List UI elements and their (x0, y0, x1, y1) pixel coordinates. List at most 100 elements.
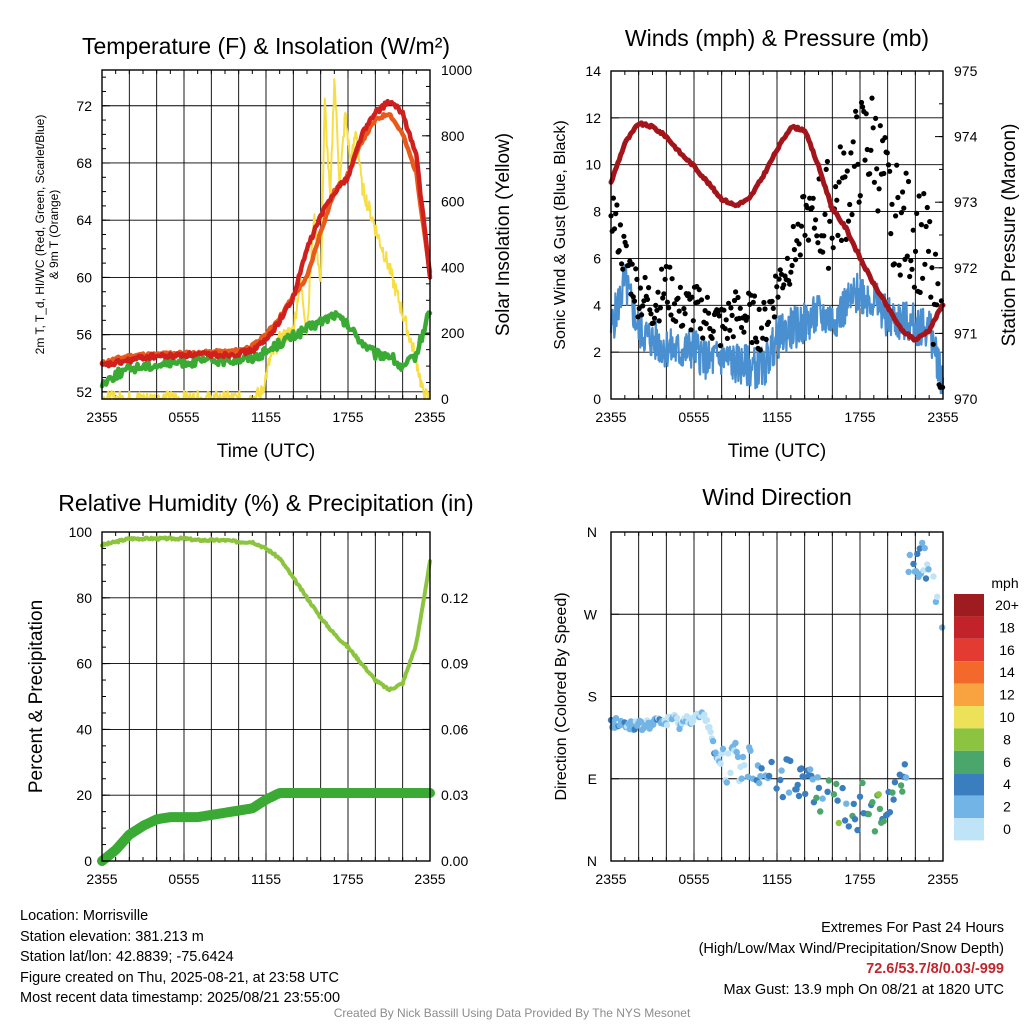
direction-dot (724, 750, 732, 757)
y2-axis-tick-label: 200 (441, 325, 465, 341)
y-axis-tick-label: 8 (593, 204, 601, 220)
y-axis-tick-label: 20 (76, 787, 92, 803)
y-axis-label-line1: 2m T, T_d, HI/WC (Red, Green, Scarlet/Bl… (33, 115, 47, 355)
y-axis-tick-label: 52 (76, 384, 92, 400)
direction-dot (916, 545, 923, 552)
gust-dot (917, 289, 923, 295)
direction-dot (834, 797, 841, 804)
gust-dot (727, 327, 733, 333)
gust-dot (677, 284, 684, 290)
direction-dot (717, 760, 724, 767)
gust-dot (894, 162, 900, 168)
y2-axis-tick-label: 600 (441, 194, 465, 210)
gust-dot (623, 243, 629, 249)
gust-dot (754, 339, 760, 345)
y2-axis-tick-label: 974 (954, 129, 978, 145)
direction-dot (758, 765, 765, 772)
gust-dot (644, 296, 651, 302)
y-axis-tick-label: W (584, 606, 598, 622)
speed-color-legend: mph 20+ 18 16 14 12 10 8 6 4 2 0 (954, 575, 1019, 841)
y2-axis-tick-label: 1000 (441, 62, 472, 78)
gust-dot (835, 232, 841, 238)
gust-dot (634, 276, 640, 282)
gust-dot (921, 191, 927, 197)
y-axis-label: Percent & Precipitation (26, 600, 47, 793)
gust-dot (676, 308, 682, 314)
x-tick-label: 1155 (762, 871, 792, 887)
station-info: Location: Morrisville Station elevation:… (20, 906, 340, 1009)
y2-axis-label: Station Pressure (Maroon) (999, 124, 1020, 347)
latlon-text: Station lat/lon: 42.8839; -75.6424 (20, 949, 234, 965)
x-tick-label: 2355 (86, 871, 117, 887)
temp-9m-line (99, 112, 433, 366)
gust-dot (888, 231, 894, 237)
gust-dot (640, 303, 646, 309)
direction-dot (719, 745, 727, 753)
gust-dot (935, 281, 941, 287)
gust-dot (619, 261, 625, 267)
y-axis-tick-label: 0 (84, 853, 92, 869)
gust-dot (688, 327, 694, 333)
chart-title: Relative Humidity (%) & Precipitation (i… (58, 490, 473, 516)
extremes-values: 72.6/53.7/8/0.03/-999 (866, 961, 1004, 977)
direction-dot (901, 761, 908, 768)
gust-dot (735, 294, 741, 301)
direction-dot (701, 711, 708, 718)
direction-dot (845, 823, 852, 830)
gust-dot (724, 335, 731, 341)
direction-dot (839, 784, 846, 792)
direction-dot (727, 769, 734, 776)
gust-dot (650, 320, 656, 326)
gust-dot (877, 123, 883, 129)
gust-dot (910, 227, 916, 233)
direction-dot (819, 795, 826, 802)
gust-dot (630, 294, 636, 300)
direction-dot (814, 774, 821, 781)
gust-dot (793, 257, 799, 263)
direction-dot (807, 766, 814, 773)
legend-label: 0 (1003, 821, 1011, 837)
extremes-subtitle: (High/Low/Max Wind/Precipitation/Snow De… (698, 940, 1004, 957)
direction-dot (841, 817, 849, 824)
y-axis-tick-label: S (588, 689, 597, 705)
y-axis-tick-label: 64 (76, 212, 92, 228)
gust-dot (646, 285, 652, 291)
gust-dot (898, 210, 905, 216)
gust-dot (680, 322, 686, 328)
gust-dot (637, 285, 644, 291)
gust-dot (928, 294, 934, 300)
plot-frame (610, 70, 944, 400)
y-axis-tick-label: 2 (593, 344, 601, 360)
y-axis-tick-label: 80 (76, 590, 92, 606)
gust-dot (771, 314, 778, 320)
dewpoint-line (99, 310, 433, 389)
direction-dot (835, 819, 842, 827)
temperature-insolation-panel: 2355 0555 1155 1755 2355 Temperature (F) & In… (33, 33, 514, 462)
direction-dot (910, 560, 917, 568)
y2-axis-tick-label: 0.06 (441, 721, 468, 737)
gust-dot (653, 302, 659, 308)
direction-dot (785, 789, 793, 796)
gust-dot (868, 147, 874, 153)
gust-dot (788, 269, 794, 275)
direction-dot (851, 816, 859, 823)
gust-dot (871, 179, 878, 185)
direction-dot (741, 762, 748, 769)
direction-dot (773, 785, 780, 792)
gust-dot (766, 319, 772, 325)
gust-dot (821, 233, 827, 239)
y-axis-tick-label: E (588, 771, 597, 787)
gust-dot (834, 197, 840, 203)
gust-dot (717, 343, 724, 349)
gust-dot (811, 225, 818, 231)
gust-dot (841, 150, 847, 156)
gust-dot (848, 150, 854, 156)
gust-dot (932, 251, 939, 257)
location-text: Location: Morrisville (20, 908, 149, 924)
x-axis-label: Time (UTC) (728, 441, 827, 462)
direction-dot (897, 782, 905, 789)
plot-frame (101, 69, 431, 400)
direction-dot (889, 789, 896, 796)
temp-2m-line (99, 98, 433, 369)
y-axis-tick-label: 60 (76, 269, 92, 285)
